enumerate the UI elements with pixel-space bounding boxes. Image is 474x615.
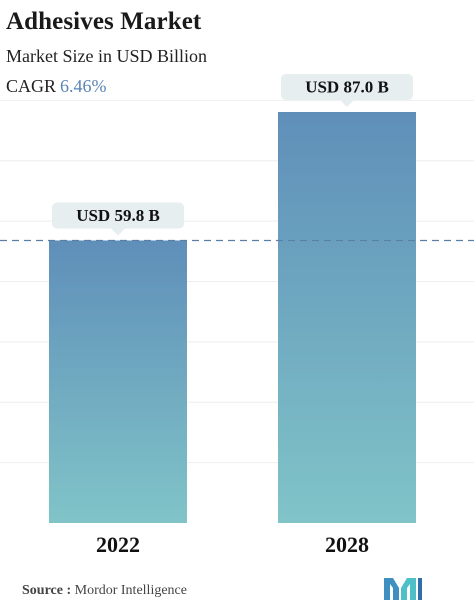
bars: [49, 112, 416, 523]
data-label-text: USD 87.0 B: [305, 78, 389, 97]
source-note: Source : Mordor Intelligence: [22, 583, 187, 599]
data-label-2022: USD 59.8 B: [52, 202, 184, 236]
x-tick-label-2028: 2028: [325, 532, 369, 557]
mordor-intelligence-logo-icon: [384, 578, 422, 600]
data-label-2028: USD 87.0 B: [281, 74, 413, 107]
bar-chart: USD 59.8 B USD 87.0 B 2022 2028: [0, 74, 474, 557]
source-label: Source :: [22, 583, 72, 598]
source-text: Mordor Intelligence: [74, 583, 187, 598]
chart-subtitle: Market Size in USD Billion: [6, 46, 207, 66]
x-tick-labels: 2022 2028: [96, 532, 369, 557]
data-label-box: [52, 202, 184, 229]
cagr-value: 6.46%: [60, 76, 107, 96]
x-tick-label-2022: 2022: [96, 532, 140, 557]
cagr-label: CAGR: [6, 76, 57, 96]
bar-2028: [278, 112, 416, 523]
data-label-pointer: [340, 100, 354, 107]
bar-2022: [49, 240, 187, 523]
data-label-pointer: [111, 228, 125, 236]
chart-title: Adhesives Market: [6, 8, 202, 35]
cagr-row: CAGR 6.46%: [6, 76, 107, 97]
data-labels: USD 59.8 B USD 87.0 B: [52, 74, 413, 236]
data-label-text: USD 59.8 B: [76, 206, 160, 225]
data-label-box: [281, 74, 413, 100]
